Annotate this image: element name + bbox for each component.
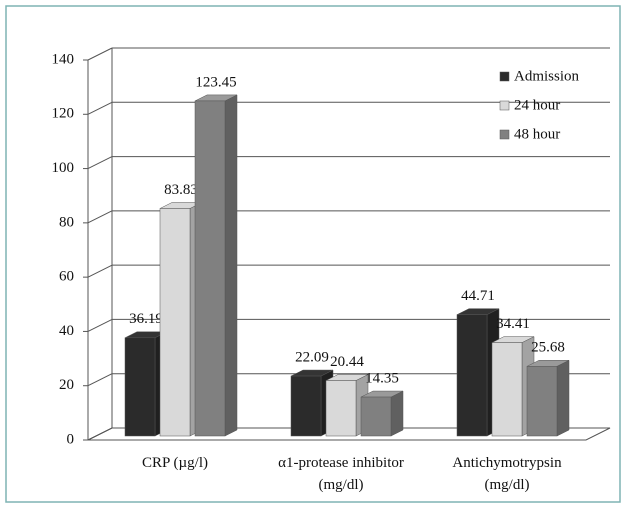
bar-side: [224, 94, 238, 437]
bar-front: [325, 380, 357, 437]
bar-front: [360, 396, 392, 437]
grid-side: [87, 427, 113, 441]
legend-label: 48 hour: [514, 126, 560, 142]
grid-side: [87, 47, 113, 61]
y-tick-label: 140: [52, 51, 75, 67]
value-label: 34.41: [496, 316, 530, 332]
value-label: 25.68: [531, 340, 565, 356]
bar-front: [290, 375, 322, 437]
x-tick-label: α1-protease inhibitor (mg/dl): [278, 455, 404, 493]
bar-front: [124, 337, 156, 437]
bar-front: [159, 208, 191, 437]
x-tick-label: Antichymotrypsin (mg/dl): [452, 455, 562, 493]
value-label: 22.09: [295, 349, 329, 365]
grid-side: [87, 264, 113, 278]
legend-swatch: [499, 129, 510, 140]
bar: [194, 94, 238, 437]
legend-label: 24 hour: [514, 97, 560, 113]
value-label: 44.71: [461, 288, 495, 304]
bar-front: [526, 366, 558, 437]
y-tick-label: 0: [67, 431, 75, 447]
value-label: 36.19: [129, 311, 163, 327]
value-label: 20.44: [330, 354, 364, 370]
bar-side: [390, 390, 404, 437]
bar: [360, 390, 404, 437]
value-label: 123.45: [195, 74, 236, 90]
grid-side: [87, 101, 113, 115]
y-tick-label: 120: [52, 106, 75, 122]
frame: [5, 5, 621, 503]
y-tick-label: 80: [59, 214, 74, 230]
grid-side: [87, 156, 113, 170]
bar-front: [456, 314, 488, 437]
value-label: 14.35: [365, 370, 399, 386]
bar-front: [194, 100, 226, 437]
grid-side: [87, 373, 113, 387]
grid-side: [87, 210, 113, 224]
bar-front: [491, 342, 523, 437]
y-tick-label: 40: [59, 323, 74, 339]
y-tick-label: 100: [52, 160, 75, 176]
x-tick-label: CRP (µg/l): [141, 455, 208, 471]
value-label: 83.83: [164, 182, 198, 198]
y-tick-label: 60: [59, 269, 74, 285]
legend-label: Admission: [514, 68, 580, 84]
legend-swatch: [499, 71, 510, 82]
grid-side: [87, 318, 113, 332]
legend-swatch: [499, 100, 510, 111]
y-tick-label: 20: [59, 377, 74, 393]
bar-side: [556, 359, 570, 437]
bar: [456, 308, 500, 437]
bar: [526, 359, 570, 437]
